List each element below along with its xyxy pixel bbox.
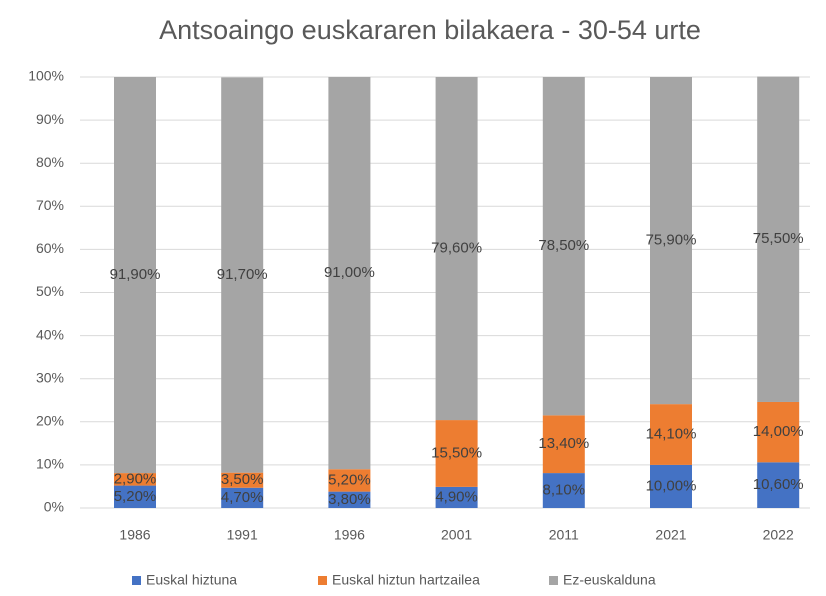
value-label: 14,00% bbox=[753, 423, 804, 440]
x-tick-label: 2001 bbox=[441, 527, 472, 543]
legend-swatch bbox=[132, 576, 141, 585]
bar-segment bbox=[114, 77, 156, 474]
bar-segment bbox=[435, 77, 478, 421]
value-label: 14,10% bbox=[646, 425, 697, 442]
value-label: 75,90% bbox=[646, 232, 697, 249]
y-tick-label: 20% bbox=[36, 413, 64, 429]
y-tick-label: 30% bbox=[36, 369, 64, 385]
value-label: 10,60% bbox=[753, 476, 804, 493]
value-label: 3,50% bbox=[221, 471, 264, 488]
bar-segment bbox=[757, 76, 800, 402]
x-tick-label: 1991 bbox=[227, 527, 258, 543]
value-label: 4,70% bbox=[221, 489, 264, 506]
x-tick-label: 1986 bbox=[119, 527, 150, 543]
bar-segment bbox=[757, 462, 800, 508]
value-label: 79,60% bbox=[431, 240, 482, 257]
value-label: 78,50% bbox=[538, 237, 589, 254]
value-label: 13,40% bbox=[538, 435, 589, 452]
value-label: 4,90% bbox=[435, 488, 478, 505]
y-tick-label: 70% bbox=[36, 197, 64, 213]
bar-segment bbox=[221, 77, 264, 473]
x-tick-label: 1996 bbox=[334, 527, 365, 543]
bar-segment bbox=[542, 77, 585, 416]
y-tick-label: 100% bbox=[28, 68, 64, 84]
value-label: 91,90% bbox=[110, 266, 161, 283]
y-tick-label: 40% bbox=[36, 326, 64, 342]
value-label: 8,10% bbox=[543, 482, 586, 499]
bar-segment bbox=[435, 420, 478, 487]
legend-label: Euskal hiztuna bbox=[146, 572, 237, 588]
y-tick-label: 10% bbox=[36, 456, 64, 472]
bar-segment bbox=[221, 487, 264, 508]
chart-title: Antsoaingo euskararen bilakaera - 30-54 … bbox=[159, 15, 701, 45]
bar-segment bbox=[650, 404, 692, 465]
legend-label: Ez-euskalduna bbox=[563, 572, 656, 588]
x-tick-label: 2011 bbox=[549, 527, 579, 543]
bar-segment bbox=[435, 486, 478, 508]
bar-segment bbox=[221, 472, 264, 488]
value-label: 10,00% bbox=[646, 477, 697, 494]
value-label: 3,80% bbox=[328, 491, 371, 508]
y-tick-label: 80% bbox=[36, 154, 64, 170]
y-tick-label: 90% bbox=[36, 111, 64, 127]
bar-segment bbox=[542, 415, 585, 474]
legend-label: Euskal hiztun hartzailea bbox=[332, 572, 480, 588]
value-label: 91,00% bbox=[324, 264, 375, 281]
bar-segment bbox=[114, 485, 156, 508]
bar-segment bbox=[650, 77, 692, 405]
value-label: 5,20% bbox=[114, 488, 157, 505]
legend-swatch bbox=[549, 576, 558, 585]
x-tick-label: 2022 bbox=[763, 527, 794, 543]
y-tick-label: 0% bbox=[44, 499, 64, 515]
value-label: 15,50% bbox=[431, 444, 482, 461]
bar-segment bbox=[114, 473, 156, 486]
bar-segment bbox=[328, 491, 371, 508]
value-label: 91,70% bbox=[217, 266, 268, 283]
bar-segment bbox=[328, 77, 371, 470]
value-label: 2,90% bbox=[114, 470, 157, 487]
bar-segment bbox=[328, 469, 371, 492]
value-label: 75,50% bbox=[753, 230, 804, 247]
value-label: 5,20% bbox=[328, 471, 371, 488]
bar-segment bbox=[542, 473, 585, 508]
bar-segment bbox=[757, 401, 800, 463]
bar-segment bbox=[650, 464, 692, 508]
y-tick-label: 50% bbox=[36, 283, 64, 299]
legend-swatch bbox=[318, 576, 327, 585]
x-tick-label: 2021 bbox=[655, 527, 686, 543]
y-tick-label: 60% bbox=[36, 240, 64, 256]
